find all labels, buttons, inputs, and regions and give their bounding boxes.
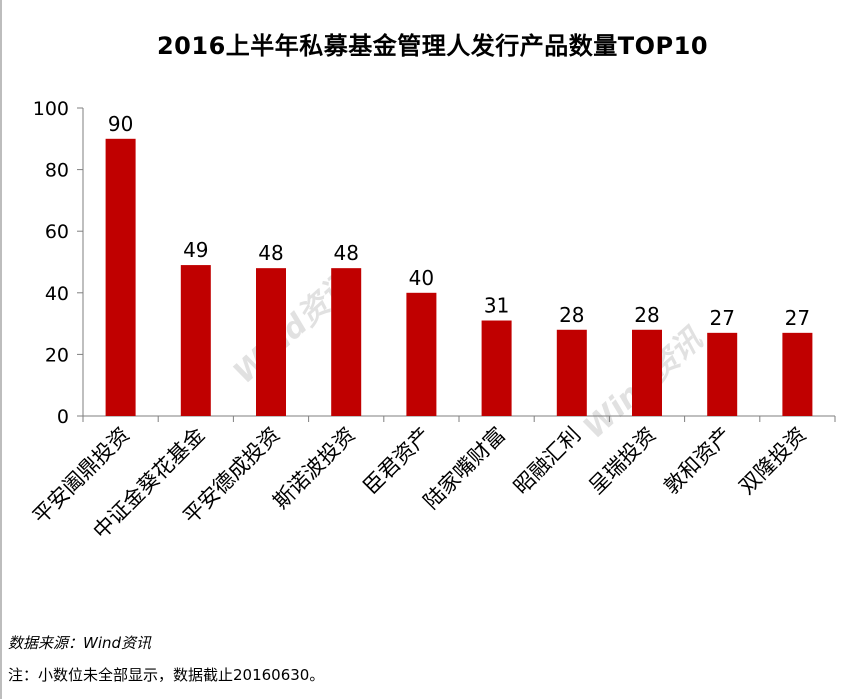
- data-label: 49: [183, 238, 208, 262]
- y-tick-label: 100: [33, 98, 69, 120]
- category-label: 双隆投资: [735, 423, 811, 499]
- chart-title: 2016上半年私募基金管理人发行产品数量TOP10: [156, 32, 709, 60]
- category-label: 敦和资产: [659, 423, 735, 499]
- data-label: 28: [559, 303, 584, 327]
- bar: [256, 268, 286, 416]
- category-labels: 平安阖鼎投资中证金葵花基金平安德成投资斯诺波投资臣君资产陆家嘴财富昭融汇利呈瑞投…: [28, 423, 811, 544]
- category-label: 陆家嘴财富: [419, 423, 510, 514]
- source-note: 数据来源：Wind资讯: [8, 634, 152, 652]
- data-label: 27: [709, 306, 734, 330]
- data-label: 40: [409, 266, 434, 290]
- bar: [707, 332, 738, 416]
- data-label: 27: [785, 306, 810, 330]
- data-label: 48: [333, 241, 358, 265]
- bar: [180, 265, 211, 416]
- data-label: 28: [634, 303, 659, 327]
- bar: [105, 138, 136, 417]
- bar: [406, 292, 437, 416]
- y-tick-label: 0: [57, 406, 69, 428]
- bar-series: [105, 138, 813, 417]
- category-label: 昭融汇利: [509, 423, 585, 499]
- data-label: 90: [108, 112, 133, 136]
- bar: [481, 320, 512, 416]
- data-labels: 90 49 48 48 40 31 28 28 27 27: [108, 112, 810, 330]
- y-tick-label: 80: [45, 160, 69, 182]
- category-label: 臣君资产: [359, 423, 435, 499]
- y-tick-label: 40: [45, 283, 69, 305]
- footnote: 注：小数位未全部显示，数据截止20160630。: [8, 666, 325, 684]
- bar: [556, 329, 587, 416]
- bar: [632, 329, 662, 416]
- bar: [782, 332, 813, 416]
- bar: [331, 268, 362, 416]
- data-label: 31: [484, 294, 509, 318]
- y-tick-label: 60: [45, 221, 69, 243]
- category-label: 斯诺波投资: [269, 423, 360, 514]
- y-tick-label: 20: [45, 344, 69, 366]
- frame-border: [0, 0, 2, 699]
- data-label: 48: [258, 241, 283, 265]
